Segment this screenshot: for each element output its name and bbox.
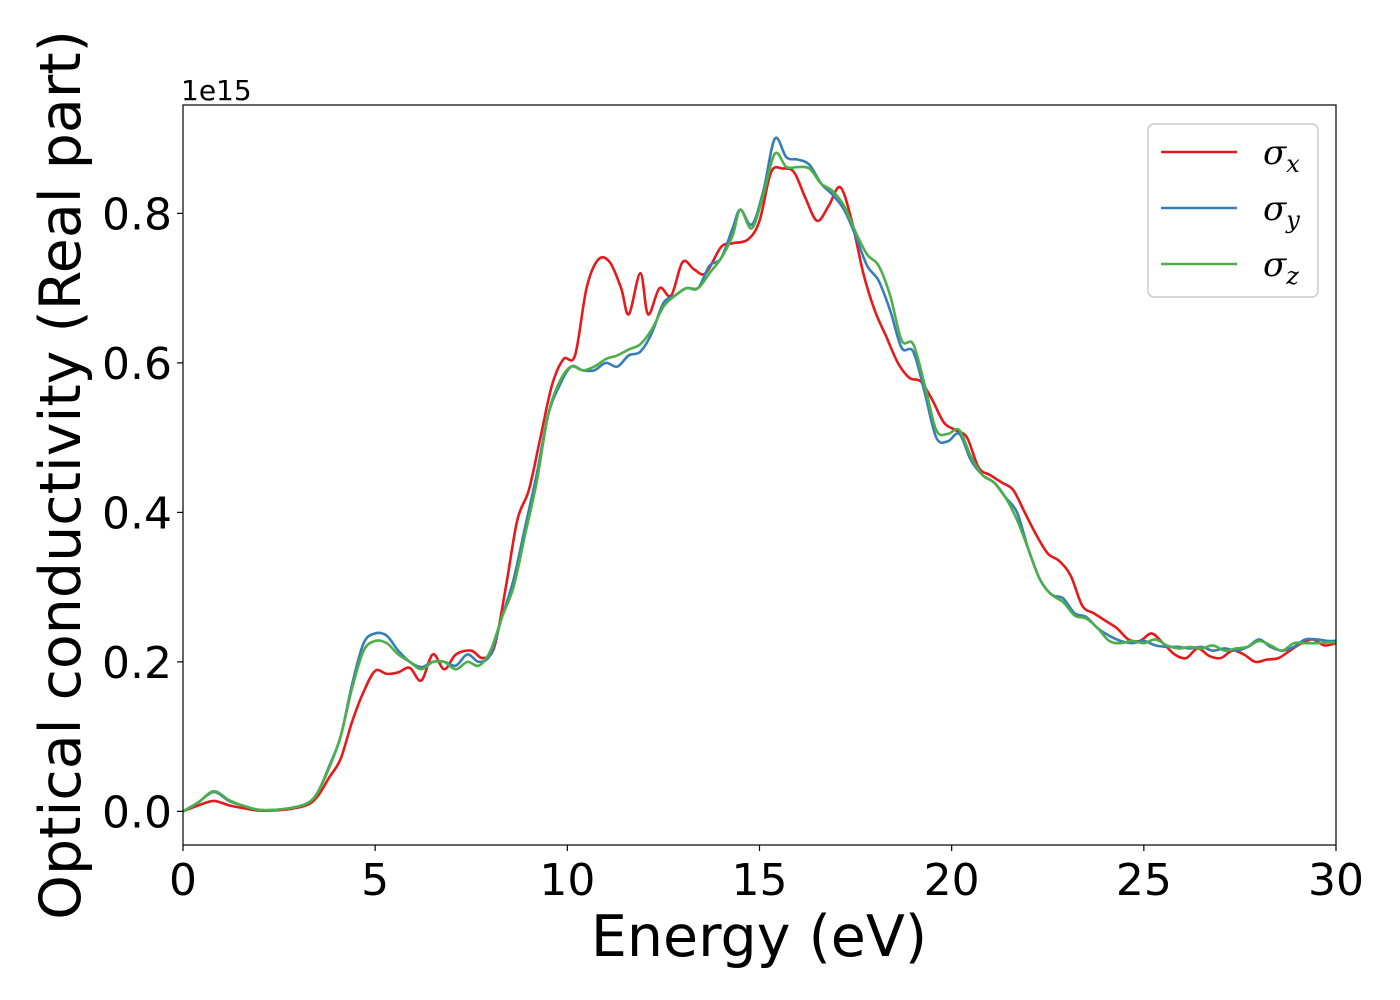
legend-box: [1147, 123, 1319, 298]
y-tick-label: 0.6: [102, 339, 172, 390]
y-tick-label: 0.0: [102, 787, 172, 838]
x-tick-label: 15: [732, 855, 788, 906]
x-tick-label: 25: [1116, 855, 1172, 906]
y-offset-label: 1e15: [181, 74, 252, 107]
legend-label-z: σz: [1263, 245, 1299, 290]
y-axis-ticks: 0.0 0.2 0.4 0.6 0.8: [102, 189, 183, 838]
y-tick-label: 0.8: [102, 189, 172, 240]
legend-label-y: σy: [1263, 189, 1300, 234]
y-tick-label: 0.4: [102, 488, 172, 539]
x-tick-label: 0: [169, 855, 197, 906]
series-lines: [182, 136, 1337, 813]
x-axis-ticks: 0 5 10 15 20 25 30: [169, 845, 1364, 906]
x-tick-label: 20: [924, 855, 980, 906]
x-axis-title: Energy (eV): [591, 904, 927, 970]
legend-label-x: σx: [1263, 133, 1300, 178]
x-tick-label: 5: [361, 855, 389, 906]
x-tick-label: 30: [1308, 855, 1364, 906]
y-axis-title: Optical conductivity (Real part): [28, 30, 94, 920]
y-tick-label: 0.2: [102, 638, 172, 689]
series-line-z: [182, 151, 1337, 813]
plot-frame: [182, 104, 1337, 846]
x-tick-label: 10: [539, 855, 595, 906]
series-line-x: [182, 165, 1337, 813]
legend: σx σy σz: [1147, 123, 1319, 298]
